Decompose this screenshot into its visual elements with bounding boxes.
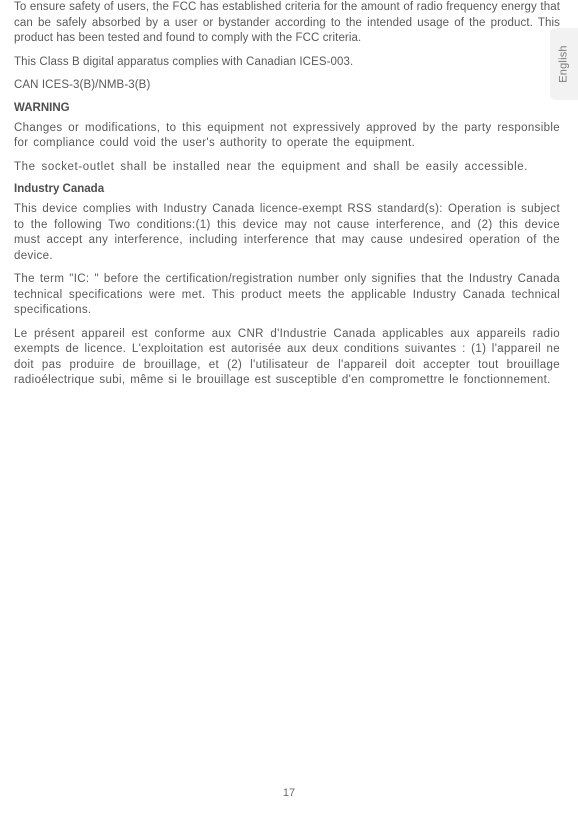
paragraph-can-ices: CAN ICES-3(B)/NMB-3(B): [14, 78, 560, 94]
paragraph-ices: This Class B digital apparatus complies …: [14, 55, 560, 71]
paragraph-ic-compliance: This device complies with Industry Canad…: [14, 202, 560, 264]
heading-warning: WARNING: [14, 102, 560, 114]
language-tab-label: English: [558, 45, 570, 82]
paragraph-ic-term: The term "IC: " before the certification…: [14, 272, 560, 319]
paragraph-socket-outlet: The socket-outlet shall be installed nea…: [14, 160, 560, 176]
paragraph-fcc-safety: To ensure safety of users, the FCC has e…: [14, 0, 560, 47]
paragraph-ic-french: Le présent appareil est conforme aux CNR…: [14, 327, 560, 389]
heading-industry-canada: Industry Canada: [14, 183, 560, 195]
paragraph-warning-changes: Changes or modifications, to this equipm…: [14, 121, 560, 152]
page-number: 17: [0, 787, 578, 799]
language-tab: English: [550, 28, 578, 100]
page-content: To ensure safety of users, the FCC has e…: [0, 0, 578, 389]
